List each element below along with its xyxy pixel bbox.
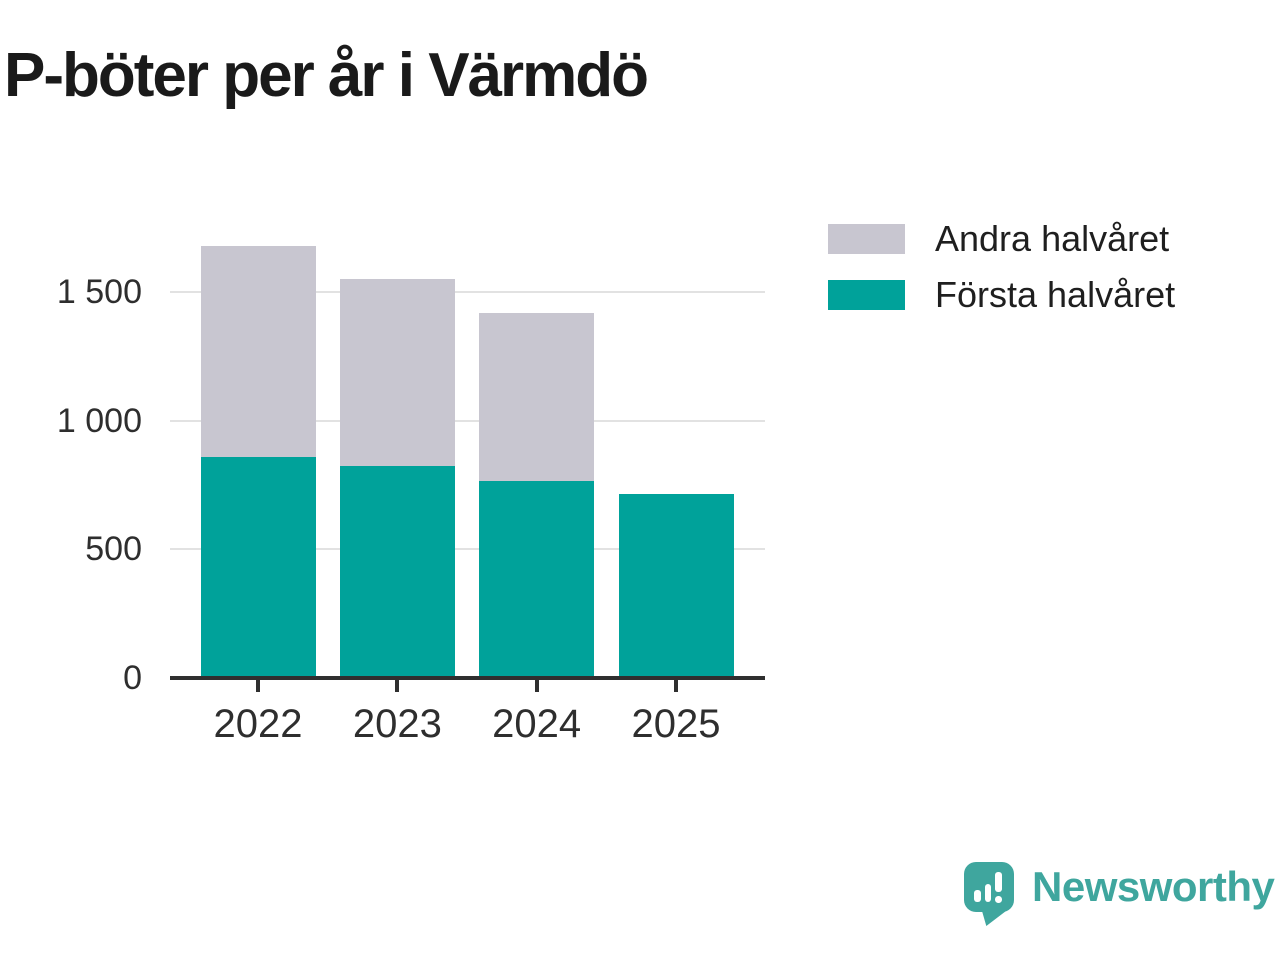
x-tick-2023 [395,678,400,692]
y-tick-label-0: 0 [123,659,142,697]
legend-label: Andra halvåret [935,218,1170,259]
bar-2022-forsta-halvaret [200,456,316,678]
legend-label: Första halvåret [935,274,1176,315]
x-tick-2025 [674,678,678,692]
logo-exclamation-stem-icon [995,872,1002,892]
chart-title: P-böter per år i Värmdö [4,41,649,110]
y-tick-label-1000: 1 000 [56,401,142,440]
x-tick-label-2023: 2023 [352,702,442,746]
legend-item-andra-halvaret: Andra halvåret [828,218,1175,259]
legend-swatch-andra-halvaret [828,224,905,254]
logo-bar-tall-icon [984,884,991,902]
x-tick-2022 [256,678,260,692]
bar-2023-forsta-halvaret [339,465,455,678]
x-tick-label-2025: 2025 [631,702,721,746]
legend: Andra halvåret Första halvåret [828,218,1176,336]
gridline-1500 [170,291,765,293]
logo-exclamation-dot-icon [995,896,1002,903]
newsworthy-logo: Newsworthy [964,862,1275,926]
x-tick-2024 [534,678,539,692]
x-tick-label-2022: 2022 [213,702,303,746]
bar-2025-forsta-halvaret [618,494,734,678]
newsworthy-logo-icon [964,862,1014,926]
y-tick-label-500: 500 [85,530,142,569]
x-tick-label-2024: 2024 [492,702,582,746]
gridline-1000 [170,419,765,422]
gridline-500 [170,548,765,551]
bar-2023-andra-halvaret [339,279,455,466]
logo-bar-small-icon [974,890,981,902]
bar-2022-andra-halvaret [200,245,316,457]
bar-2024-forsta-halvaret [479,481,595,678]
x-axis-line [170,676,765,680]
bar-2024-andra-halvaret [479,312,595,482]
y-tick-label-1500: 1 500 [56,273,142,311]
legend-item-forsta-halvaret: Första halvåret [828,274,1176,315]
legend-swatch-forsta-halvaret [828,280,905,310]
newsworthy-logo-text: Newsworthy [1032,863,1275,910]
